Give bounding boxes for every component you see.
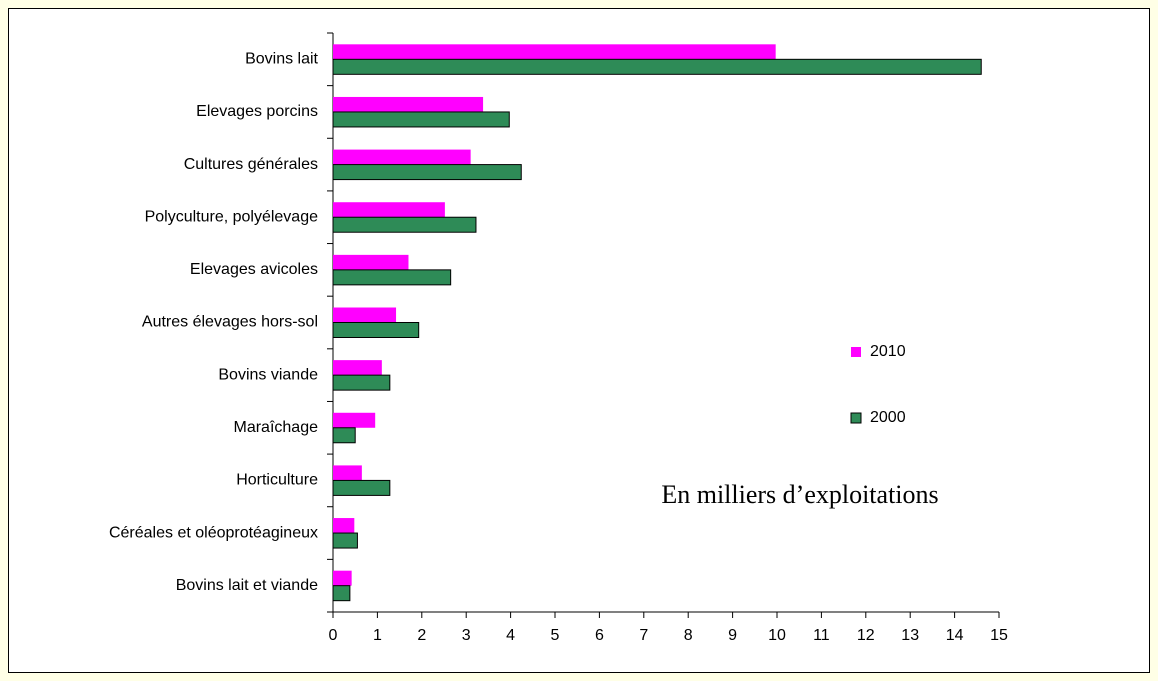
bar bbox=[332, 585, 351, 602]
legend-label: 2010 bbox=[870, 343, 906, 360]
y-tick-label: Horticulture bbox=[236, 472, 318, 489]
y-tick-label: Maraîchage bbox=[234, 419, 319, 436]
y-tick-label: Autres élevages hors-sol bbox=[142, 314, 318, 331]
x-tick-label: 1 bbox=[373, 627, 382, 644]
bar bbox=[333, 307, 397, 323]
y-tick-label: Elevages porcins bbox=[196, 103, 318, 120]
annotation: En milliers d’exploitations bbox=[661, 480, 938, 509]
bar bbox=[332, 374, 391, 391]
x-tick-label: 15 bbox=[990, 627, 1008, 644]
x-tick-label: 5 bbox=[551, 627, 560, 644]
chart-frame bbox=[8, 8, 1150, 673]
y-tick-label: Polyculture, polyélevage bbox=[145, 208, 319, 225]
x-tick-label: 3 bbox=[462, 627, 471, 644]
bar bbox=[333, 360, 382, 376]
x-tick-label: 0 bbox=[329, 627, 338, 644]
x-tick-label: 8 bbox=[684, 627, 693, 644]
legend-label: 2000 bbox=[870, 409, 906, 426]
bar bbox=[332, 532, 358, 549]
bar bbox=[333, 412, 376, 428]
legend-swatch bbox=[850, 412, 862, 424]
y-tick-label: Céréales et oléoprotéagineux bbox=[109, 524, 318, 541]
bar bbox=[332, 479, 391, 496]
x-tick-label: 6 bbox=[595, 627, 604, 644]
bar bbox=[333, 518, 355, 534]
x-tick-label: 4 bbox=[506, 627, 515, 644]
bar bbox=[333, 96, 484, 112]
bar bbox=[332, 269, 452, 286]
y-tick-label: Bovins viande bbox=[218, 366, 318, 383]
bar bbox=[333, 44, 776, 60]
bar bbox=[332, 427, 356, 444]
bar bbox=[332, 58, 982, 75]
x-tick-label: 13 bbox=[901, 627, 919, 644]
y-tick-label: Bovins lait bbox=[245, 51, 318, 68]
bar bbox=[333, 465, 362, 481]
x-tick-label: 7 bbox=[639, 627, 648, 644]
bar bbox=[332, 216, 477, 233]
x-tick-label: 9 bbox=[728, 627, 737, 644]
y-tick-label: Bovins lait et viande bbox=[176, 577, 318, 594]
bar bbox=[333, 254, 409, 270]
x-tick-label: 2 bbox=[417, 627, 426, 644]
bar bbox=[333, 149, 471, 165]
x-tick-label: 12 bbox=[857, 627, 875, 644]
x-tick-label: 11 bbox=[813, 627, 830, 644]
legend-swatch bbox=[851, 347, 861, 357]
y-tick-label: Cultures générales bbox=[184, 156, 318, 173]
bar bbox=[332, 322, 420, 338]
bar bbox=[333, 202, 445, 218]
bar bbox=[333, 570, 352, 586]
bar bbox=[332, 111, 510, 128]
y-tick-label: Elevages avicoles bbox=[190, 261, 318, 278]
x-tick-label: 14 bbox=[946, 627, 964, 644]
bar bbox=[332, 164, 522, 181]
x-tick-label: 10 bbox=[768, 627, 786, 644]
